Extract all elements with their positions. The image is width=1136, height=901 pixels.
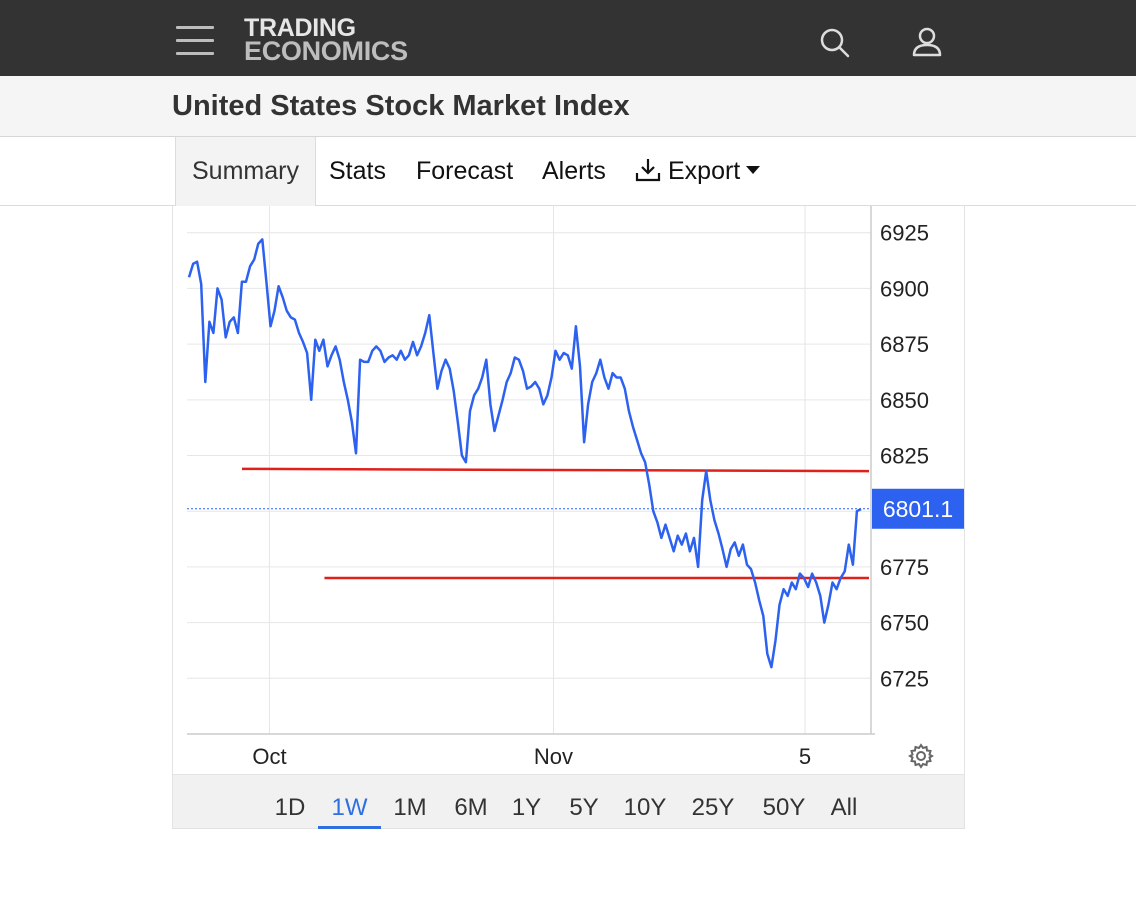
tab-forecast[interactable]: Forecast — [416, 157, 514, 185]
price-chart[interactable]: 672567506775680068256850687569006925OctN… — [173, 206, 964, 774]
top-navbar: TRADING ECONOMICS — [0, 0, 1136, 76]
range-button-5y[interactable]: 5Y — [569, 794, 599, 821]
y-tick-label: 6775 — [880, 555, 929, 580]
download-icon — [635, 158, 661, 181]
range-button-1d[interactable]: 1D — [274, 794, 306, 821]
y-tick-label: 6725 — [880, 666, 929, 691]
current-value-badge — [872, 488, 964, 529]
search-icon[interactable] — [816, 24, 852, 60]
tab-export[interactable]: Export — [634, 137, 761, 206]
current-value-label: 6801.1 — [883, 496, 953, 522]
y-tick-label: 6750 — [880, 611, 929, 636]
tab-stats[interactable]: Stats — [329, 157, 386, 185]
range-button-1w[interactable]: 1W — [318, 775, 381, 829]
page-title: United States Stock Market Index — [172, 90, 630, 122]
user-icon[interactable] — [909, 24, 945, 60]
range-button-all[interactable]: All — [830, 794, 858, 821]
chart-panel: 672567506775680068256850687569006925OctN… — [172, 206, 965, 829]
logo-line2: ECONOMICS — [244, 36, 408, 66]
range-button-6m[interactable]: 6M — [454, 794, 488, 821]
y-tick-label: 6825 — [880, 444, 929, 469]
y-tick-label: 6925 — [880, 221, 929, 246]
y-tick-label: 6900 — [880, 276, 929, 301]
trendline — [241, 467, 870, 473]
logo[interactable]: TRADING ECONOMICS — [244, 14, 408, 66]
price-line — [187, 238, 862, 669]
tab-summary[interactable]: Summary — [175, 137, 316, 206]
logo-line1: TRADING — [244, 14, 356, 42]
y-tick-label: 6850 — [880, 388, 929, 413]
chevron-down-icon — [746, 166, 761, 175]
title-bar: United States Stock Market Index — [0, 76, 1136, 137]
range-button-10y[interactable]: 10Y — [623, 794, 667, 821]
tab-bar: Summary Stats Forecast Alerts Export — [0, 137, 1136, 206]
y-tick-label: 6875 — [880, 332, 929, 357]
x-tick-label: 5 — [799, 744, 811, 769]
range-button-1m[interactable]: 1M — [393, 794, 427, 821]
range-button-50y[interactable]: 50Y — [762, 794, 806, 821]
x-tick-label: Nov — [534, 744, 573, 769]
tab-alerts[interactable]: Alerts — [542, 157, 606, 185]
export-label: Export — [668, 157, 741, 185]
gear-icon[interactable] — [907, 742, 935, 770]
x-tick-label: Oct — [252, 744, 286, 769]
hamburger-icon[interactable] — [176, 26, 214, 56]
range-button-25y[interactable]: 25Y — [691, 794, 735, 821]
range-button-1y[interactable]: 1Y — [511, 794, 542, 821]
range-selector: 1D 1W 1M 6M 1Y 5Y 10Y 25Y 50Y All — [173, 774, 964, 829]
